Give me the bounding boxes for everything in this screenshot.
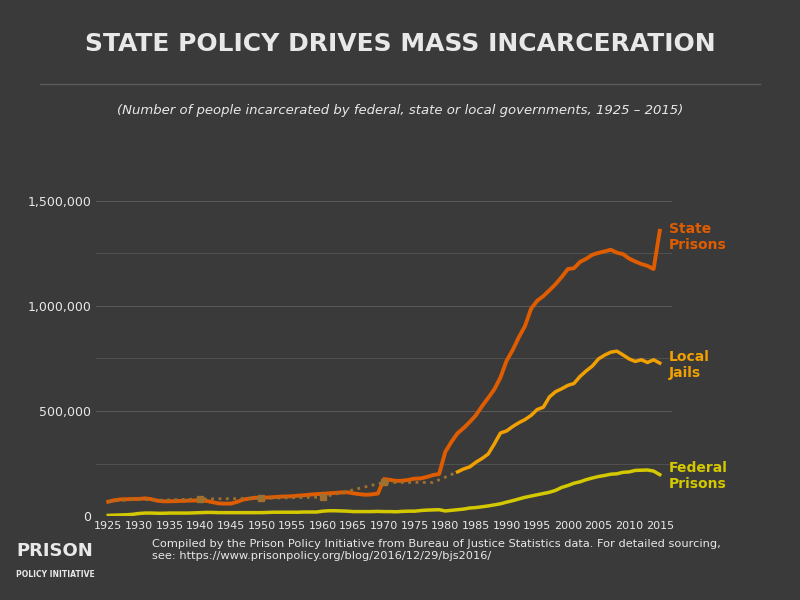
Text: Federal
Prisons: Federal Prisons xyxy=(669,461,728,491)
Text: STATE POLICY DRIVES MASS INCARCERATION: STATE POLICY DRIVES MASS INCARCERATION xyxy=(85,32,715,56)
Text: Local
Jails: Local Jails xyxy=(669,350,710,380)
Text: Compiled by the Prison Policy Initiative from Bureau of Justice Statistics data.: Compiled by the Prison Policy Initiative… xyxy=(152,539,721,561)
Text: POLICY INITIATIVE: POLICY INITIATIVE xyxy=(16,571,94,580)
Text: State
Prisons: State Prisons xyxy=(669,221,726,252)
Text: PRISON: PRISON xyxy=(16,541,93,559)
Text: (Number of people incarcerated by federal, state or local governments, 1925 – 20: (Number of people incarcerated by federa… xyxy=(117,104,683,116)
